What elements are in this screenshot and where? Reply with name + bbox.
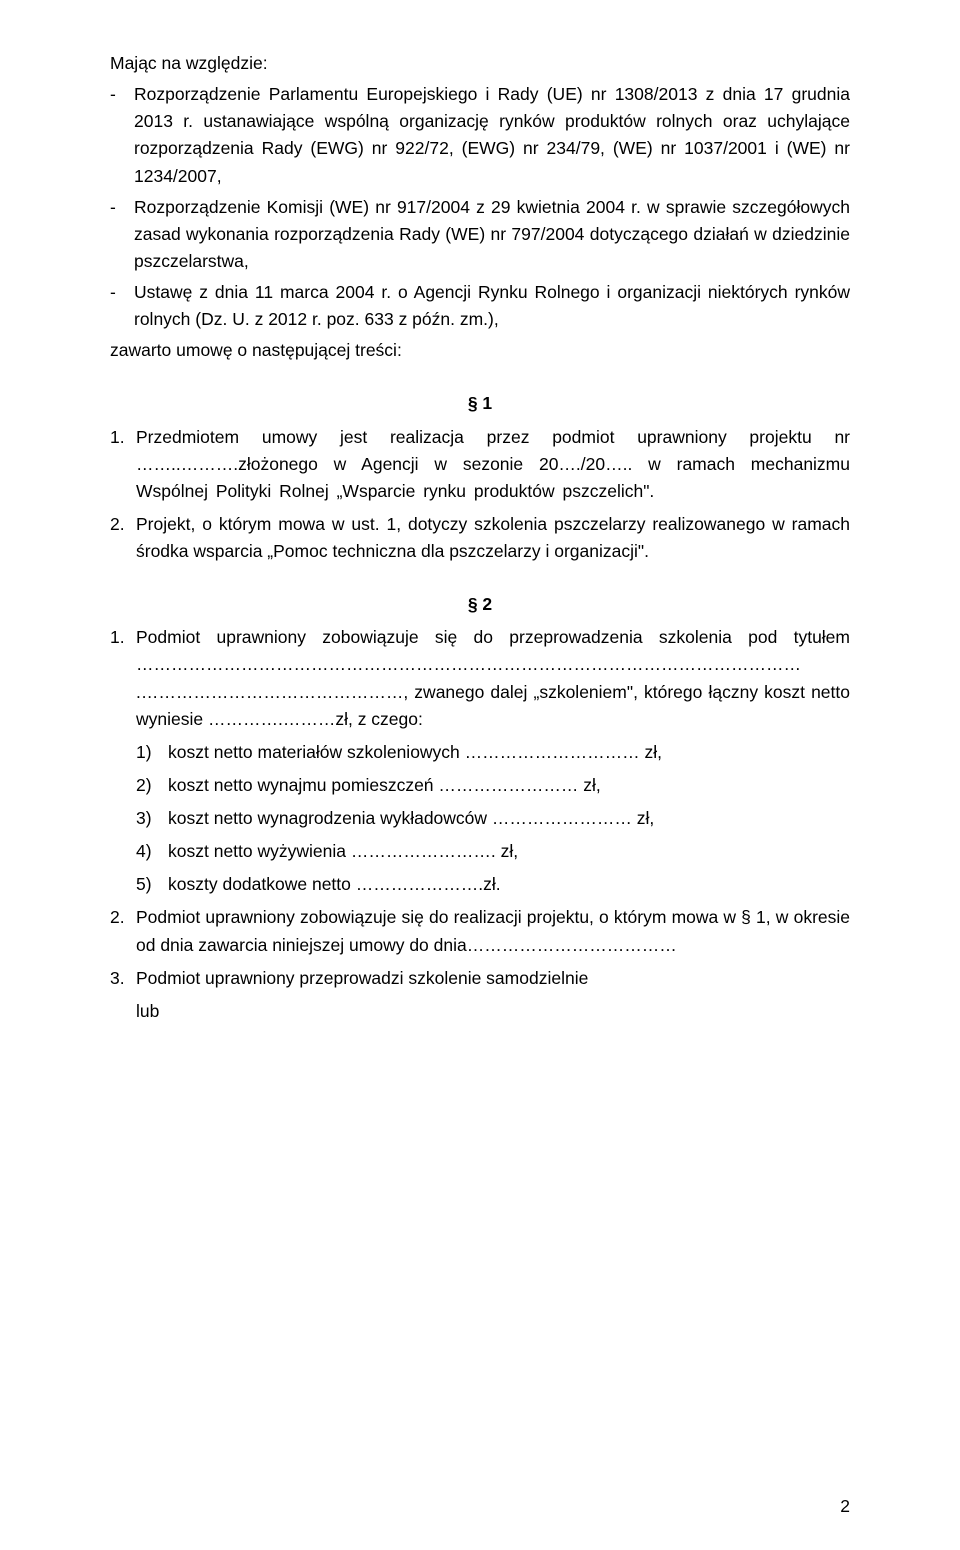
- page-number: 2: [840, 1493, 850, 1520]
- dash-item: - Ustawę z dnia 11 marca 2004 r. o Agenc…: [110, 279, 850, 333]
- section-2-sublist: 1) koszt netto materiałów szkoleniowych …: [136, 739, 850, 899]
- subitem-number: 3): [136, 805, 168, 832]
- sublist-item: 1) koszt netto materiałów szkoleniowych …: [136, 739, 850, 766]
- item-number: 2.: [110, 904, 136, 958]
- subitem-number: 4): [136, 838, 168, 865]
- section-2-list-cont: 2. Podmiot uprawniony zobowiązuje się do…: [110, 904, 850, 1025]
- section-2-list: 1. Podmiot uprawniony zobowiązuje się do…: [110, 624, 850, 733]
- sublist-item: 4) koszt netto wyżywienia ……………………. zł,: [136, 838, 850, 865]
- item-text: Podmiot uprawniony zobowiązuje się do re…: [136, 904, 850, 958]
- item-number: 3.: [110, 965, 136, 992]
- subitem-text: koszt netto wynajmu pomieszczeń ………………………: [168, 772, 850, 799]
- subitem-text: koszt netto wynagrodzenia wykładowców ………: [168, 805, 850, 832]
- dash-marker: -: [110, 194, 134, 275]
- subitem-number: 2): [136, 772, 168, 799]
- item-text: Przedmiotem umowy jest realizacja przez …: [136, 424, 850, 505]
- closing-line: zawarto umowę o następującej treści:: [110, 337, 850, 364]
- section-1-list: 1. Przedmiotem umowy jest realizacja prz…: [110, 424, 850, 566]
- sublist-item: 2) koszt netto wynajmu pomieszczeń ………………: [136, 772, 850, 799]
- list-item: 2. Projekt, o którym mowa w ust. 1, doty…: [110, 511, 850, 565]
- document-page: Mając na względzie: - Rozporządzenie Par…: [0, 0, 960, 1550]
- subitem-text: koszty dodatkowe netto ………………….zł.: [168, 871, 850, 898]
- dash-text: Ustawę z dnia 11 marca 2004 r. o Agencji…: [134, 279, 850, 333]
- list-item-lub: lub: [110, 998, 850, 1025]
- sublist-item: 3) koszt netto wynagrodzenia wykładowców…: [136, 805, 850, 832]
- item-number: 1.: [110, 624, 136, 733]
- dash-text: Rozporządzenie Parlamentu Europejskiego …: [134, 81, 850, 190]
- subitem-number: 5): [136, 871, 168, 898]
- dash-text: Rozporządzenie Komisji (WE) nr 917/2004 …: [134, 194, 850, 275]
- list-item: 1. Podmiot uprawniony zobowiązuje się do…: [110, 624, 850, 733]
- subitem-text: koszt netto materiałów szkoleniowych …………: [168, 739, 850, 766]
- subitem-number: 1): [136, 739, 168, 766]
- dash-item: - Rozporządzenie Parlamentu Europejskieg…: [110, 81, 850, 190]
- dash-item: - Rozporządzenie Komisji (WE) nr 917/200…: [110, 194, 850, 275]
- list-item: 1. Przedmiotem umowy jest realizacja prz…: [110, 424, 850, 505]
- list-item: 3. Podmiot uprawniony przeprowadzi szkol…: [110, 965, 850, 992]
- item-text: Projekt, o którym mowa w ust. 1, dotyczy…: [136, 511, 850, 565]
- item-text-lub: lub: [136, 998, 850, 1025]
- dash-marker: -: [110, 81, 134, 190]
- subitem-text: koszt netto wyżywienia ……………………. zł,: [168, 838, 850, 865]
- section-2-heading: § 2: [110, 591, 850, 618]
- item-number: 1.: [110, 424, 136, 505]
- item-text: Podmiot uprawniony zobowiązuje się do pr…: [136, 624, 850, 733]
- preamble-dash-list: - Rozporządzenie Parlamentu Europejskieg…: [110, 81, 850, 333]
- item-number: 2.: [110, 511, 136, 565]
- item-number-empty: [110, 998, 136, 1025]
- intro-line: Mając na względzie:: [110, 50, 850, 77]
- sublist-item: 5) koszty dodatkowe netto ………………….zł.: [136, 871, 850, 898]
- section-1-heading: § 1: [110, 390, 850, 417]
- dash-marker: -: [110, 279, 134, 333]
- item-text: Podmiot uprawniony przeprowadzi szkoleni…: [136, 965, 850, 992]
- list-item: 2. Podmiot uprawniony zobowiązuje się do…: [110, 904, 850, 958]
